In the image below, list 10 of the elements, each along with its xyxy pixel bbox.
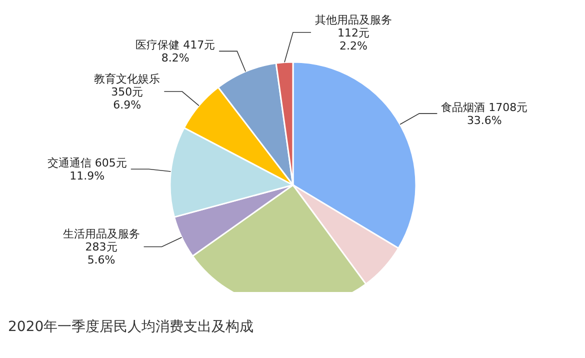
text: 2020年一季度居民人均消费支出及构成	[8, 319, 254, 335]
slice-label: 生活用品及服务	[62, 228, 140, 241]
data-label: 350元 6.9%	[111, 86, 144, 112]
data-label: 112元 2.2%	[337, 26, 370, 52]
data-label: 283元 5.6%	[85, 240, 118, 267]
slice-label: 食品烟酒 1708元 33.6%	[441, 101, 528, 128]
slice-label: 交通通信 605元 11.9%	[47, 156, 127, 183]
slice-label: 其他用品及服务	[314, 13, 392, 26]
slice-label: 教育文化娱乐	[94, 72, 160, 86]
slice-label: 医疗保健 417元 8.2%	[136, 38, 216, 65]
